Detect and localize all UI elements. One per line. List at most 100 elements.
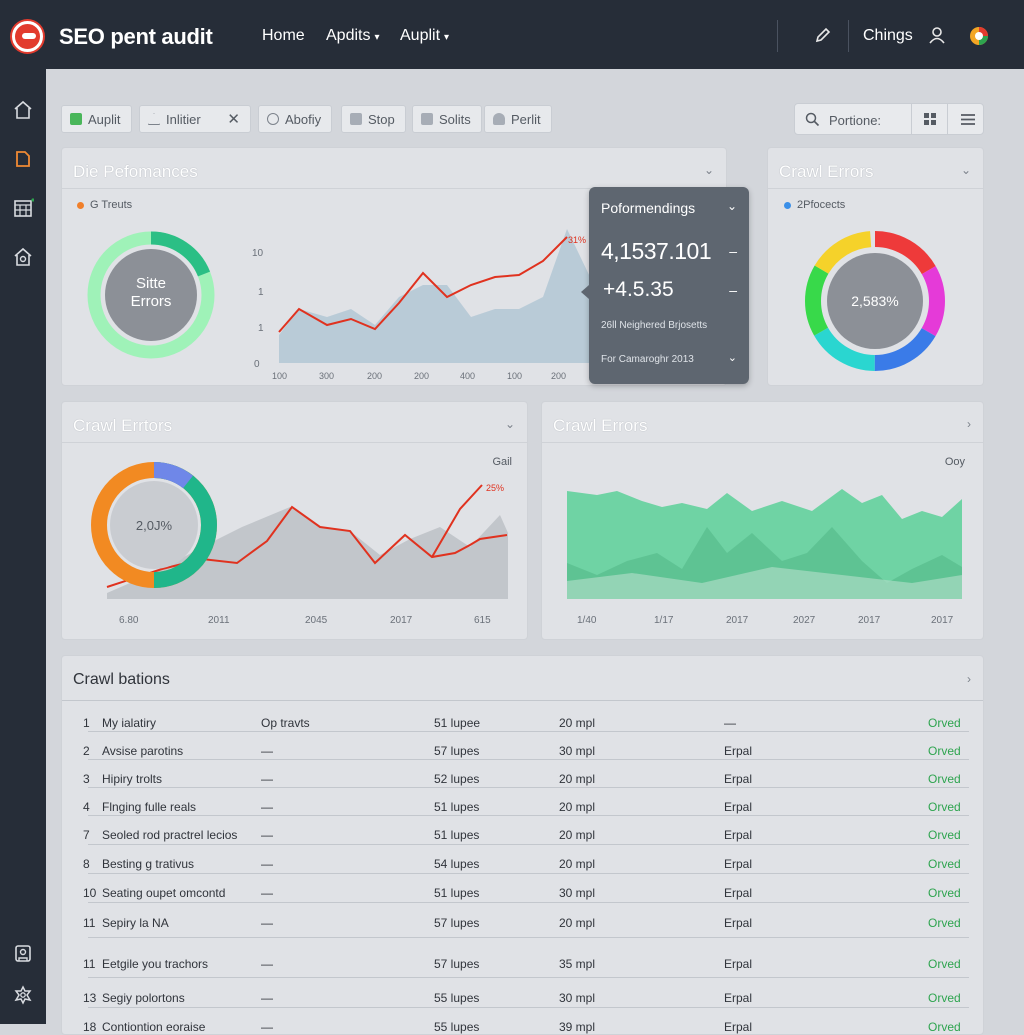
- site-errors-donut-center: [105, 249, 197, 341]
- table-cell-c5: Erpal: [724, 772, 753, 786]
- x-tick: 200: [551, 371, 566, 381]
- table-cell-n: 4: [83, 800, 90, 814]
- menu-icon[interactable]: [961, 113, 975, 126]
- table-cell-c4: 30 mpl: [559, 744, 596, 758]
- table-cell-c5: —: [724, 716, 736, 730]
- chevron-down-icon[interactable]: ⌄: [727, 352, 737, 364]
- nav-apdits[interactable]: Apdits ▾: [326, 27, 380, 45]
- y-tick: 1: [258, 323, 264, 334]
- chip-abofiy[interactable]: Abofiy: [258, 105, 333, 133]
- table-cell-name: Hipiry trolts: [102, 772, 163, 786]
- table-cell-c5: Erpal: [724, 957, 753, 971]
- panel-title: Die Pefomances: [73, 162, 198, 181]
- pencil-icon[interactable]: [813, 25, 835, 47]
- table-cell-n: 8: [83, 857, 90, 871]
- table-cell-n: 7: [83, 828, 90, 842]
- peak-label: 25%: [486, 483, 504, 493]
- performance-tooltip[interactable]: Poformendings ⌄ 4,1537.101 – +4.5.35 – 2…: [581, 187, 749, 384]
- calendar-icon[interactable]: [12, 197, 35, 219]
- row-divider: [88, 731, 969, 732]
- table-cell-c4: 20 mpl: [559, 828, 596, 842]
- chip-label: Solits: [439, 111, 471, 127]
- table-cell-c2: —: [261, 991, 273, 1005]
- table-cell-name: Seating oupet omcontd: [102, 886, 226, 900]
- home-gear-icon[interactable]: [12, 246, 34, 268]
- panel-header: [62, 402, 527, 443]
- tooltip-title: Poformendings: [601, 200, 696, 216]
- table-cell-n: 11: [83, 957, 96, 971]
- crawl-errors-donut: 2,583%: [805, 231, 945, 371]
- dash-icon: –: [729, 282, 737, 298]
- tooltip-footer[interactable]: For Camaroghr 2013: [601, 354, 694, 365]
- search-input[interactable]: Portione:: [829, 113, 882, 128]
- panel-header: [768, 148, 983, 189]
- table-cell-c3: 57 lupes: [434, 744, 480, 758]
- x-tick: 2017: [390, 615, 413, 626]
- table-cell-c2: —: [261, 772, 273, 786]
- chevron-down-icon[interactable]: ⌄: [703, 163, 714, 177]
- x-tick: 1/40: [577, 615, 597, 626]
- donut-label-2: Errors: [131, 293, 172, 310]
- chip-label: Abofiy: [285, 111, 322, 127]
- chevron-right-icon[interactable]: ›: [967, 417, 971, 431]
- legend-dot: [784, 202, 791, 209]
- rainbow-segment: [805, 231, 945, 371]
- table-cell-c5: Erpal: [724, 886, 753, 900]
- crawl-bations-table-panel: Crawl bations › 1 My ialatiry Op travts 51 …: [61, 655, 984, 1035]
- search-box[interactable]: Portione:: [794, 103, 984, 135]
- chevron-right-icon[interactable]: ›: [967, 672, 971, 686]
- nav-home-label: Home: [262, 27, 305, 44]
- table-cell-n: 18: [83, 1020, 97, 1034]
- donut-center: [827, 253, 923, 349]
- main-content: Auplit Inlitier ✕ Abofiy Stop Solits Perl…: [46, 69, 1024, 1035]
- table-cell-name: Avsise parotins: [102, 744, 184, 758]
- chevron-down-icon[interactable]: ⌄: [726, 199, 737, 213]
- table-cell-name: Eetgile you trachors: [102, 957, 209, 971]
- table-cell-c3: 51 lupes: [434, 828, 480, 842]
- settings-icon[interactable]: [12, 984, 34, 1006]
- row-divider: [88, 815, 969, 816]
- x-tick: 100: [507, 371, 522, 381]
- rainbow-segment: [805, 231, 945, 371]
- square-icon: [70, 113, 82, 125]
- lock-icon[interactable]: [12, 942, 34, 964]
- tooltip-value-1: 4,1537.101: [601, 238, 712, 264]
- crawl-errors-summary-panel: Crawl Errors ⌄ 2Pfocects 2,583%: [767, 147, 984, 386]
- nav-home[interactable]: Home: [262, 27, 305, 45]
- app-logo-icon[interactable]: [12, 21, 43, 52]
- close-icon[interactable]: ✕: [227, 111, 240, 128]
- donut-center: [110, 481, 198, 569]
- nav-chings[interactable]: Chings: [863, 27, 913, 45]
- chip-auplit[interactable]: Auplit: [61, 105, 132, 133]
- chip-stop[interactable]: Stop: [341, 105, 406, 133]
- panel-title: Crawl Errtors: [73, 416, 173, 435]
- grid-view-icon[interactable]: [924, 113, 937, 126]
- table-cell-c2: —: [261, 800, 273, 814]
- rainbow-segment: [805, 231, 945, 371]
- table-cell-n: 10: [83, 886, 97, 900]
- x-tick: 2017: [726, 615, 749, 626]
- home-icon[interactable]: [12, 99, 34, 121]
- panel-title: Crawl Errors: [779, 162, 874, 181]
- x-tick: 2011: [208, 615, 230, 626]
- chevron-down-icon[interactable]: ⌄: [504, 417, 515, 431]
- chevron-down-icon[interactable]: ⌄: [960, 163, 971, 177]
- header-divider: [62, 700, 983, 701]
- chip-perlit[interactable]: Perlit: [484, 105, 552, 133]
- user-icon[interactable]: [927, 25, 949, 47]
- table-cell-c4: 20 mpl: [559, 716, 596, 730]
- chip-inlitier[interactable]: Inlitier ✕: [139, 105, 251, 133]
- row-divider: [88, 844, 969, 845]
- chip-solits[interactable]: Solits: [412, 105, 482, 133]
- y-tick: 10: [252, 248, 264, 259]
- x-tick: 1/17: [654, 615, 674, 626]
- table-cell-n: 3: [83, 772, 90, 786]
- row-divider: [88, 977, 969, 978]
- table-cell-c2: —: [261, 916, 273, 930]
- tooltip-pointer: [581, 285, 589, 299]
- crawl-errors-chart: 25% 2,0J% 6.80 2011 2045 2017 615: [91, 462, 508, 626]
- color-wheel-icon[interactable]: [968, 25, 990, 47]
- table-cell-c3: 52 lupes: [434, 772, 480, 786]
- nav-auplit[interactable]: Auplit ▾: [400, 27, 449, 45]
- document-icon[interactable]: [12, 148, 34, 170]
